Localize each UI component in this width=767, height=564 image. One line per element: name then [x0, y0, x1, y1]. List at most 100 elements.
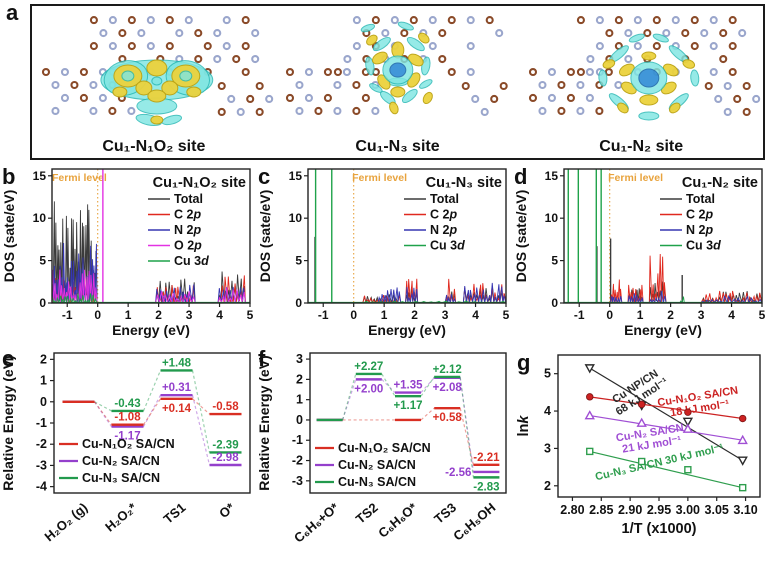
svg-text:-2.39: -2.39: [212, 439, 238, 451]
dos_c-svg: Fermi level -1 0 1 2 3 4 5 0 5 10 15 Energy (eV) DOS …: [257, 168, 510, 338]
svg-text:Cu NP/CN68 kJ mol⁻¹: Cu NP/CN68 kJ mol⁻¹: [607, 365, 670, 418]
svg-text:+1.17: +1.17: [393, 400, 422, 412]
svg-text:1: 1: [637, 308, 644, 322]
svg-text:DOS (sate/eV): DOS (sate/eV): [257, 190, 273, 283]
svg-text:-1: -1: [318, 308, 329, 322]
panel-letter-f: f: [258, 346, 266, 371]
svg-text:-1.08: -1.08: [114, 412, 141, 424]
svg-text:-0.43: -0.43: [114, 398, 140, 410]
svg-text:Total: Total: [174, 192, 203, 206]
svg-text:-2: -2: [36, 437, 47, 451]
svg-text:TS1: TS1: [161, 500, 189, 527]
svg-text:2: 2: [40, 352, 47, 366]
svg-text:C 2p: C 2p: [174, 208, 201, 222]
panel-letter-d: d: [514, 164, 528, 189]
svg-text:5: 5: [551, 254, 558, 268]
svg-text:0: 0: [606, 308, 613, 322]
svg-text:Cu-N₃ SA/CN: Cu-N₃ SA/CN: [338, 475, 416, 489]
svg-text:15: 15: [33, 169, 47, 183]
svg-text:4: 4: [216, 308, 223, 322]
svg-text:0: 0: [296, 413, 303, 427]
svg-text:-1: -1: [574, 308, 585, 322]
dos-plot-cu1-n3: Fermi level -1 0 1 2 3 4 5 0 5 10 15 Energy (eV) DOS …: [256, 163, 512, 345]
svg-text:DOS (sate/eV): DOS (sate/eV): [513, 190, 529, 283]
svg-text:5: 5: [295, 254, 302, 268]
svg-text:Fermi level: Fermi level: [52, 172, 107, 184]
panel-letter-a: a: [6, 0, 19, 25]
charge-density-image-cu1-n3: [285, 16, 508, 117]
svg-text:TS3: TS3: [431, 500, 459, 527]
svg-text:C₆H₅OH: C₆H₅OH: [450, 500, 498, 544]
svg-text:TS2: TS2: [353, 500, 381, 527]
svg-text:+1.48: +1.48: [162, 357, 192, 369]
svg-text:Total: Total: [686, 192, 715, 206]
svg-text:2: 2: [296, 372, 303, 386]
svg-text:3.10: 3.10: [733, 503, 757, 517]
arrhenius-plot: Cu NP/CN68 kJ mol⁻¹ Cu-N₁O₂ SA/CN18 kJ mo…: [512, 345, 767, 564]
svg-text:4: 4: [472, 308, 479, 322]
svg-text:-2.98: -2.98: [212, 452, 239, 464]
svg-text:Cu₁-N₁O₂ site: Cu₁-N₁O₂ site: [153, 175, 246, 191]
dos_b-svg: Fermi level -1 0 1 2 3 4 5 0 5 10 15 Energy (eV) DOS …: [1, 168, 254, 338]
svg-text:-2.83: -2.83: [473, 481, 499, 493]
energy_e-svg: -0.43 +1.48 -2.39 -1.17 +0.31 -2.98 -1.08 +0.14…: [0, 352, 251, 544]
svg-text:0: 0: [551, 296, 558, 310]
svg-text:Cu-N₃ SA/CN: Cu-N₃ SA/CN: [82, 471, 160, 485]
svg-text:3: 3: [296, 352, 303, 366]
svg-text:10: 10: [289, 211, 303, 225]
site-label: Cu₁-N₂ site: [599, 138, 684, 155]
svg-text:3: 3: [442, 308, 449, 322]
dos_d-svg: Fermi level -1 0 1 2 3 4 5 0 5 10 15 Energy (eV) DOS …: [513, 168, 766, 338]
svg-text:1/T (x1000): 1/T (x1000): [622, 521, 697, 537]
svg-text:5: 5: [39, 254, 46, 268]
svg-text:-3: -3: [292, 474, 303, 488]
svg-text:Cu₁-N₃ site: Cu₁-N₃ site: [426, 175, 502, 191]
svg-text:N 2p: N 2p: [686, 223, 713, 237]
svg-text:10: 10: [33, 211, 47, 225]
site-label: Cu₁-N₃ site: [355, 138, 440, 155]
panel-letter-e: e: [2, 346, 15, 371]
svg-text:0: 0: [94, 308, 101, 322]
energy-diagram-h2o2-dissociation: -0.43 +1.48 -2.39 -1.17 +0.31 -2.98 -1.08 +0.14…: [0, 345, 256, 564]
svg-text:+2.08: +2.08: [433, 382, 463, 394]
svg-text:-4: -4: [36, 480, 47, 494]
svg-text:-0.58: -0.58: [212, 401, 239, 413]
svg-text:2: 2: [155, 308, 162, 322]
svg-text:5: 5: [247, 308, 254, 322]
svg-text:Energy (eV): Energy (eV): [624, 322, 702, 338]
svg-text:O 2p: O 2p: [174, 239, 202, 253]
svg-text:H₂O₂ (g): H₂O₂ (g): [42, 500, 91, 544]
energy_f-svg: +0.58 -2.21 +2.00 +1.35 +2.08 -2.56 +2.27 +1.17…: [256, 352, 507, 546]
svg-text:Total: Total: [430, 192, 459, 206]
svg-text:C₆H₆+O*: C₆H₆+O*: [291, 499, 342, 545]
svg-text:2.85: 2.85: [589, 503, 613, 517]
svg-text:-2: -2: [292, 454, 303, 468]
svg-text:lnk: lnk: [516, 415, 532, 437]
molecule-cu1-n3-site: Cu₁-N₃ site: [276, 6, 520, 158]
svg-text:1: 1: [40, 374, 47, 388]
svg-text:O*: O*: [216, 499, 238, 521]
svg-text:5: 5: [544, 367, 551, 381]
svg-text:2: 2: [667, 308, 674, 322]
svg-text:C 2p: C 2p: [430, 208, 457, 222]
svg-text:N 2p: N 2p: [430, 223, 457, 237]
svg-text:-3: -3: [36, 458, 47, 472]
svg-text:0: 0: [350, 308, 357, 322]
svg-text:5: 5: [759, 308, 766, 322]
svg-text:+2.00: +2.00: [354, 383, 383, 395]
molecule-cu1-n2-site: Cu₁-N₂ site: [519, 6, 763, 158]
svg-text:Relative Energy (eV): Relative Energy (eV): [256, 355, 272, 490]
svg-text:1: 1: [296, 393, 303, 407]
svg-text:Energy (eV): Energy (eV): [112, 322, 190, 338]
svg-text:Cu₁-N₂ site: Cu₁-N₂ site: [682, 175, 758, 191]
svg-text:0: 0: [40, 395, 47, 409]
charge-density-image-cu1-n1o2: [41, 16, 274, 127]
svg-text:DOS (sate/eV): DOS (sate/eV): [1, 190, 17, 283]
svg-text:+2.12: +2.12: [433, 364, 462, 376]
svg-text:Cu-N₂ SA/CN: Cu-N₂ SA/CN: [82, 454, 160, 468]
arrhenius_g-svg: Cu NP/CN68 kJ mol⁻¹Cu-N₁O₂ SA/CN18 kJ mo…: [516, 354, 761, 537]
svg-text:Fermi level: Fermi level: [352, 172, 407, 184]
svg-text:H₂O₂*: H₂O₂*: [102, 499, 140, 534]
svg-text:Relative Energy (eV): Relative Energy (eV): [0, 355, 16, 490]
